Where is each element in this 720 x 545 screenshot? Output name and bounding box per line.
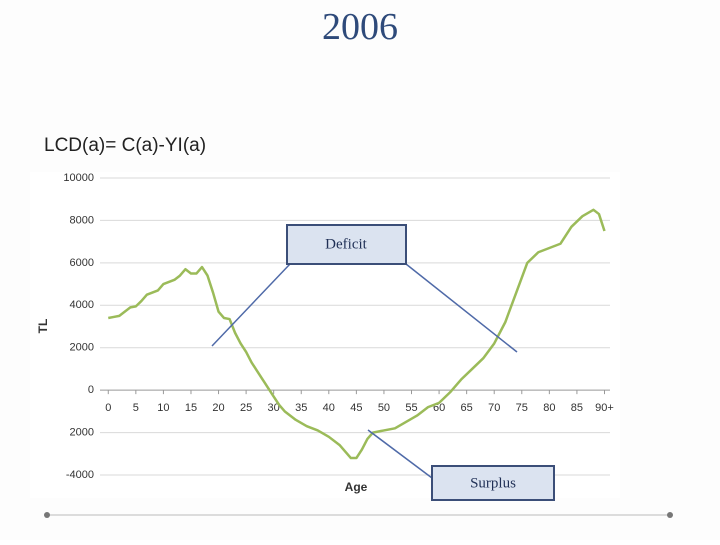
- plot: 10000 8000 6000 4000 2000 0 2000 -4000 0 5 10 15 20 2…: [63, 172, 613, 481]
- x-tick-label: 30: [268, 402, 280, 414]
- callout-text: Surplus: [470, 475, 516, 491]
- x-tick-label: 35: [295, 402, 307, 414]
- x-tick-label: 10: [157, 402, 169, 414]
- x-tick-label: 65: [461, 402, 473, 414]
- callout-box: [286, 224, 407, 265]
- x-tick-label: 75: [516, 402, 528, 414]
- subtitle: LCD(a)= C(a)-YI(a): [44, 135, 206, 156]
- footer-dot: [44, 512, 50, 518]
- y-tick-label: 6000: [70, 257, 94, 269]
- y-tick-label: 10000: [63, 172, 94, 184]
- callout-line: [405, 263, 518, 353]
- x-tick-label: 0: [105, 402, 111, 414]
- x-tick-label: 45: [350, 402, 362, 414]
- x-tick-label: 20: [212, 402, 224, 414]
- x-tick-label: 5: [133, 402, 139, 414]
- x-tick-label: 25: [240, 402, 252, 414]
- y-tick-label: 0: [88, 384, 94, 396]
- data-line: [108, 208, 606, 460]
- y-tick-label: 2000: [70, 426, 94, 438]
- callout-box: [431, 465, 555, 501]
- y-tick-label: -4000: [66, 469, 94, 481]
- callout-line: [211, 263, 291, 347]
- x-tick-label: 50: [378, 402, 390, 414]
- y-tick-label: 4000: [70, 299, 94, 311]
- x-tick-label: 90+: [595, 402, 614, 414]
- y-tick-label: 8000: [70, 214, 94, 226]
- x-tick-label: 80: [543, 402, 555, 414]
- callout-line: [367, 429, 433, 479]
- x-tick-label: 70: [488, 402, 500, 414]
- x-tick-label: 40: [323, 402, 335, 414]
- footer-dot: [667, 512, 673, 518]
- x-tick-label: 55: [405, 402, 417, 414]
- callout-text: Deficit: [325, 236, 367, 252]
- y-tick-label: 2000: [70, 342, 94, 354]
- x-tick-label: 15: [185, 402, 197, 414]
- y-axis-label: TL: [36, 319, 50, 334]
- x-axis-label: Age: [345, 480, 368, 494]
- chart-title: Lifecycle Deficit, per capita, 2006: [137, 0, 582, 48]
- x-tick-label: 85: [571, 402, 583, 414]
- title-line: 2006: [322, 6, 398, 48]
